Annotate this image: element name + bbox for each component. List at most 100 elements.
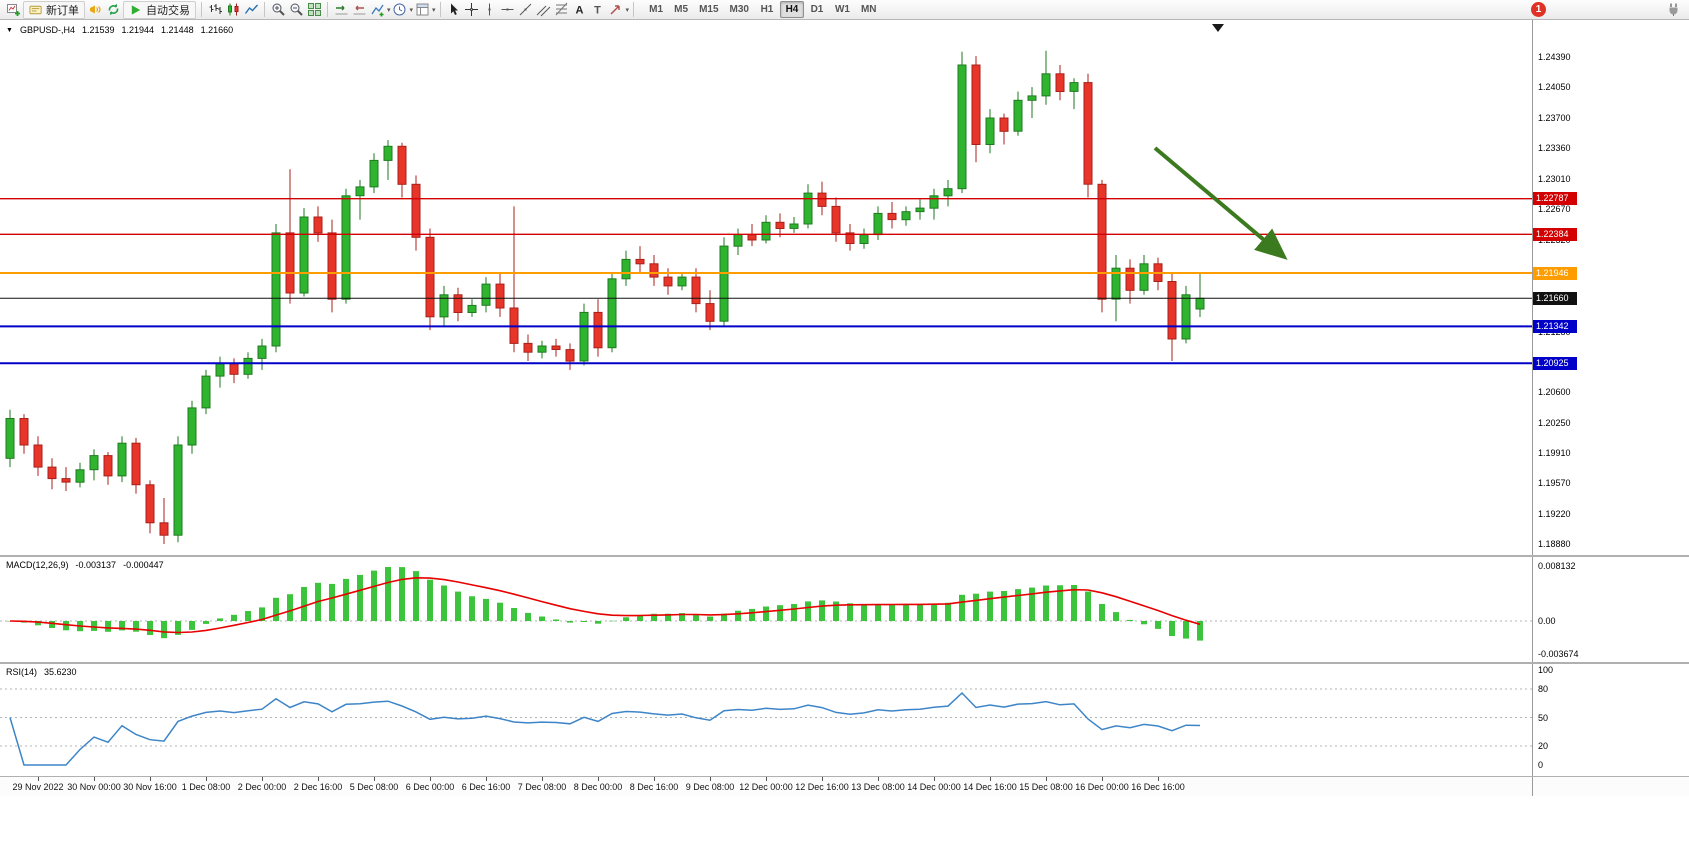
macd-histogram-bar — [987, 591, 993, 621]
text-tool-icon[interactable]: A — [571, 1, 589, 19]
macd-histogram-bar — [567, 621, 573, 623]
price-scale-label: 1.23010 — [1538, 174, 1571, 184]
label-tool-icon[interactable]: T — [589, 1, 607, 19]
alerts-icon[interactable] — [86, 1, 104, 19]
macd-histogram-bar — [805, 601, 811, 621]
candle-down — [705, 303, 715, 322]
macd-histogram-bar — [1071, 585, 1077, 621]
candle-up — [271, 232, 281, 347]
dropdown-arrow-icon: ▾ — [625, 6, 630, 14]
time-axis-label: 12 Dec 16:00 — [795, 782, 849, 792]
macd-histogram-bar — [1029, 587, 1035, 621]
time-tick — [262, 777, 263, 781]
timeframe-button-w1[interactable]: W1 — [834, 4, 850, 15]
price-scale-label: 1.23700 — [1538, 113, 1571, 123]
indicators-dropdown[interactable]: ▾ — [368, 1, 391, 19]
horizontal-line-tool-icon[interactable] — [499, 1, 517, 19]
auto-scroll-icon[interactable] — [332, 1, 350, 19]
macd-histogram-bar — [497, 602, 503, 621]
arrows-dropdown[interactable]: ▾ — [607, 1, 630, 19]
time-axis-label: 12 Dec 00:00 — [739, 782, 793, 792]
channel-tool-icon[interactable] — [535, 1, 553, 19]
toolbar-separator — [633, 2, 635, 17]
timeframe-button-m30[interactable]: M30 — [729, 4, 749, 15]
candle-down — [971, 64, 981, 145]
timeframe-button-h4[interactable]: H4 — [779, 1, 804, 18]
chart-open-value: 1.21539 — [81, 25, 115, 35]
zoom-in-icon[interactable] — [269, 1, 287, 19]
new-order-button[interactable]: 新订单 — [23, 0, 85, 19]
bar-chart-icon[interactable] — [206, 1, 224, 19]
panel-splitter-macd[interactable] — [0, 555, 1689, 557]
chart-shift-icon[interactable] — [350, 1, 368, 19]
chart-expander-icon[interactable]: ▼ — [6, 26, 13, 34]
candle-up — [1195, 297, 1205, 310]
chart-shift-marker[interactable] — [1212, 24, 1224, 32]
macd-signal-line — [9, 576, 1201, 634]
zoom-out-icon[interactable] — [287, 1, 305, 19]
candlestick-chart-icon[interactable] — [224, 1, 242, 19]
rsi-scale-label: 50 — [1538, 713, 1549, 723]
rsi-scale-label: 20 — [1538, 741, 1549, 751]
candle-up — [215, 363, 225, 377]
candle-up — [733, 234, 743, 247]
macd-histogram-bar — [245, 611, 251, 621]
trend-arrow-annotation[interactable] — [1153, 146, 1288, 260]
timeframe-button-mn[interactable]: MN — [860, 4, 877, 15]
trendline-tool-icon[interactable] — [517, 1, 535, 19]
candle-down — [831, 205, 841, 234]
candle-down — [33, 444, 43, 468]
candle-up — [481, 283, 491, 306]
candle-down — [691, 276, 701, 305]
rsi-scale-label: 80 — [1538, 684, 1549, 694]
connection-icon — [1664, 1, 1682, 19]
dropdown-arrow-icon: ▾ — [432, 6, 436, 14]
tile-windows-icon[interactable] — [305, 1, 323, 19]
panel-splitter-rsi[interactable] — [0, 662, 1689, 664]
price-tag-1.22787: 1.22787 — [1533, 192, 1577, 205]
time-axis[interactable]: 29 Nov 2022 30 Nov 00:00 30 Nov 16:00 1 Dec… — [0, 777, 1689, 796]
macd-histogram-bar — [273, 597, 279, 621]
vertical-line-tool-icon[interactable] — [481, 1, 499, 19]
macd-histogram-bar — [1043, 585, 1049, 621]
cursor-icon[interactable] — [445, 1, 463, 19]
timeframe-button-m1[interactable]: M1 — [649, 4, 664, 15]
candle-down — [635, 258, 645, 265]
price-scale[interactable]: 1.24390 1.24050 1.23700 1.23360 1.23010 1.226… — [1532, 20, 1689, 796]
candle-up — [915, 207, 925, 213]
time-axis-label: 6 Dec 16:00 — [461, 782, 511, 792]
notification-badge[interactable]: 1 — [1531, 2, 1546, 17]
main-chart-canvas[interactable] — [0, 20, 1532, 557]
toolbar-separator — [439, 2, 441, 17]
macd-histogram-bar — [175, 621, 181, 635]
price-scale-label: 1.24390 — [1538, 52, 1571, 62]
candle-up — [439, 294, 449, 318]
macd-histogram-bar — [679, 613, 685, 621]
timeframe-button-m5[interactable]: M5 — [674, 4, 689, 15]
macd-histogram-bar — [861, 604, 867, 621]
candle-down — [495, 283, 505, 309]
macd-histogram-bar — [441, 585, 447, 621]
periods-dropdown[interactable]: ▾ — [391, 1, 413, 19]
rsi-panel-canvas[interactable] — [0, 664, 1532, 777]
time-tick — [542, 777, 543, 781]
macd-histogram-bar — [819, 600, 825, 621]
macd-panel-canvas[interactable] — [0, 557, 1532, 664]
candle-up — [383, 145, 393, 161]
crosshair-icon[interactable] — [463, 1, 481, 19]
timeframe-button-m15[interactable]: M15 — [699, 4, 719, 15]
new-chart-icon[interactable] — [4, 1, 22, 19]
timeframe-button-h1[interactable]: H1 — [760, 4, 774, 15]
templates-dropdown[interactable]: ▾ — [413, 1, 436, 19]
auto-trading-button[interactable]: 自动交易 — [123, 0, 196, 19]
time-tick — [710, 777, 711, 781]
fibonacci-tool-icon[interactable] — [553, 1, 571, 19]
timeframe-button-d1[interactable]: D1 — [810, 4, 824, 15]
macd-histogram-bar — [189, 621, 195, 630]
macd-histogram-bar — [791, 604, 797, 621]
candle-up — [1027, 95, 1037, 101]
line-chart-icon[interactable] — [242, 1, 260, 19]
candle-down — [313, 216, 323, 234]
svg-text:T: T — [594, 5, 601, 17]
refresh-icon[interactable] — [104, 1, 122, 19]
